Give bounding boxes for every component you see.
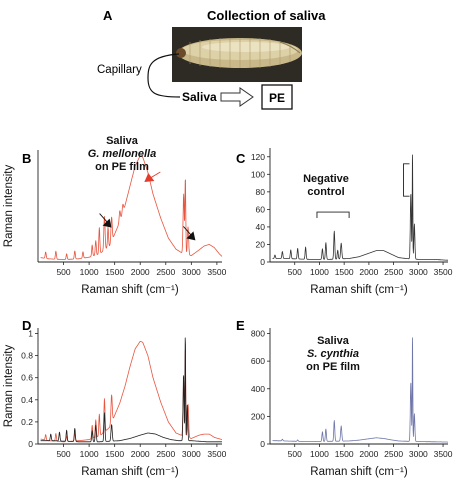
arrow-head-icon bbox=[186, 231, 196, 241]
y-tick-label: 0.2 bbox=[21, 417, 33, 427]
bracket bbox=[403, 163, 410, 197]
x-tick-label: 2500 bbox=[384, 267, 403, 277]
larva-photo bbox=[172, 27, 302, 82]
panel-a-letter: A bbox=[103, 8, 113, 23]
annotation-line: Saliva bbox=[317, 335, 350, 347]
x-tick-label: 1000 bbox=[80, 449, 99, 459]
annotation-line: Negative bbox=[303, 173, 349, 185]
arrow-shaft bbox=[99, 213, 108, 223]
x-tick-label: 3500 bbox=[434, 267, 453, 277]
pe-label: PE bbox=[269, 91, 285, 105]
bracket bbox=[316, 211, 350, 219]
x-tick-label: 3500 bbox=[207, 449, 226, 459]
x-axis-label: Raman shift (cm⁻¹) bbox=[310, 284, 408, 296]
series-line-0 bbox=[40, 340, 223, 443]
annotation-line: on PE film bbox=[95, 161, 149, 173]
y-tick-label: 0 bbox=[260, 257, 265, 267]
arrow-shaft bbox=[150, 171, 161, 179]
y-tick-label: 400 bbox=[251, 384, 265, 394]
x-tick-label: 1500 bbox=[335, 449, 354, 459]
series-line-0 bbox=[272, 154, 449, 261]
panel-b: 500 1000 1500 2000 2500 3000 3500 Raman shift (… bbox=[3, 135, 227, 296]
y-tick-label: 0.8 bbox=[21, 351, 33, 361]
x-axis-label: Raman shift (cm⁻¹) bbox=[81, 284, 179, 296]
y-tick-label: 0 bbox=[28, 439, 33, 449]
x-tick-label: 1000 bbox=[310, 267, 329, 277]
y-tick-label: 0.6 bbox=[21, 373, 33, 383]
arrow-shaft bbox=[183, 226, 192, 236]
series-line-1 bbox=[40, 337, 223, 443]
x-tick-label: 3000 bbox=[409, 449, 428, 459]
annotation-line: control bbox=[307, 186, 344, 198]
panel-a-title: Collection of saliva bbox=[207, 8, 326, 23]
x-tick-label: 3000 bbox=[182, 449, 201, 459]
panel-letter: C bbox=[236, 151, 246, 166]
x-tick-label: 500 bbox=[56, 449, 70, 459]
x-tick-label: 3500 bbox=[207, 267, 226, 277]
y-tick-label: 120 bbox=[251, 152, 265, 162]
x-tick-label: 1500 bbox=[335, 267, 354, 277]
panel-c: 500 1000 1500 2000 2500 3000 3500 0 20 40 60 80 100 1… bbox=[236, 148, 453, 296]
y-tick-label: 40 bbox=[256, 222, 266, 232]
x-tick-label: 1000 bbox=[80, 267, 99, 277]
x-tick-label: 2000 bbox=[131, 267, 150, 277]
x-tick-label: 1500 bbox=[105, 267, 124, 277]
y-tick-label: 0 bbox=[260, 439, 265, 449]
arrow-head-icon bbox=[144, 173, 155, 182]
annotation-line: G. mellonella bbox=[88, 148, 156, 160]
x-tick-label: 2000 bbox=[359, 267, 378, 277]
annotation-line: S. cynthia bbox=[307, 348, 359, 360]
pe-box bbox=[261, 84, 293, 110]
panel-letter: E bbox=[236, 318, 245, 333]
x-tick-label: 2000 bbox=[359, 449, 378, 459]
x-tick-label: 3000 bbox=[182, 267, 201, 277]
panel-letter: D bbox=[22, 318, 31, 333]
capillary-line bbox=[147, 53, 181, 98]
x-axis-label: Raman shift (cm⁻¹) bbox=[81, 466, 179, 478]
x-tick-label: 500 bbox=[288, 449, 302, 459]
y-tick-label: 0.4 bbox=[21, 395, 33, 405]
panel-d: 500 1000 1500 2000 2500 3000 3500 0 0.2 0.4 0.6 0.8… bbox=[3, 318, 227, 478]
x-tick-label: 500 bbox=[288, 267, 302, 277]
y-tick-label: 80 bbox=[256, 187, 266, 197]
y-tick-label: 800 bbox=[251, 329, 265, 339]
x-tick-label: 500 bbox=[56, 267, 70, 277]
annotation-line: Saliva bbox=[106, 135, 139, 147]
annotation-line: on PE film bbox=[306, 361, 360, 373]
y-tick-label: 200 bbox=[251, 411, 265, 421]
y-tick-label: 100 bbox=[251, 169, 265, 179]
x-tick-label: 2500 bbox=[384, 449, 403, 459]
panel-e: 500 1000 1500 2000 2500 3000 3500 0 200 400 600 800… bbox=[236, 318, 453, 478]
x-axis-label: Raman shift (cm⁻¹) bbox=[310, 466, 408, 478]
x-tick-label: 3000 bbox=[409, 267, 428, 277]
x-tick-label: 3500 bbox=[434, 449, 453, 459]
y-tick-label: 20 bbox=[256, 239, 266, 249]
arrow-head-icon bbox=[102, 218, 112, 228]
panel-a: A Collection of saliva Capillary Saliva … bbox=[97, 8, 326, 110]
capillary-label: Capillary bbox=[97, 64, 142, 76]
y-tick-label: 600 bbox=[251, 356, 265, 366]
panel-letter: B bbox=[22, 151, 31, 166]
x-tick-label: 2000 bbox=[131, 449, 150, 459]
y-axis-label: Raman intensity bbox=[3, 345, 15, 428]
x-tick-label: 2500 bbox=[156, 449, 175, 459]
arrow-to-pe-icon bbox=[220, 87, 254, 107]
y-axis-label: Raman intensity bbox=[3, 165, 15, 248]
series-line-0 bbox=[40, 155, 223, 260]
y-tick-label: 1 bbox=[28, 329, 33, 339]
saliva-label: Saliva bbox=[182, 90, 217, 104]
x-tick-label: 1500 bbox=[105, 449, 124, 459]
series-line-0 bbox=[272, 337, 449, 443]
x-tick-label: 1000 bbox=[310, 449, 329, 459]
y-tick-label: 60 bbox=[256, 204, 266, 214]
x-tick-label: 2500 bbox=[156, 267, 175, 277]
